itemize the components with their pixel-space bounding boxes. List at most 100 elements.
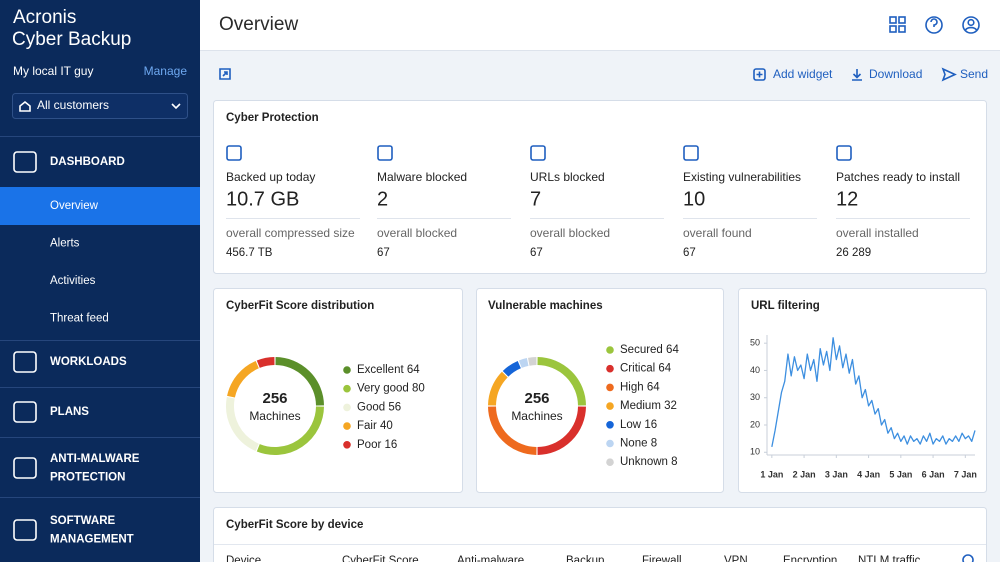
stat-sub-label: overall blocked xyxy=(377,226,457,240)
legend-name: Poor xyxy=(357,439,381,451)
settings-icon[interactable] xyxy=(962,554,974,562)
nav-icon xyxy=(13,457,37,479)
card xyxy=(213,507,987,562)
stat-label: Malware blocked xyxy=(377,170,467,184)
stat-value: 7 xyxy=(530,188,541,210)
stat-sub-value: 67 xyxy=(377,247,390,259)
legend-entry: Medium 32 xyxy=(620,400,677,412)
icon xyxy=(941,67,957,82)
stat-label: URLs blocked xyxy=(530,170,605,184)
table-header: CyberFit Score xyxy=(342,555,419,562)
donut-segment xyxy=(537,406,586,455)
card-title: CyberFit Score by device xyxy=(226,519,363,531)
x-tick-label: 4 Jan xyxy=(857,469,880,479)
stat-icon xyxy=(377,145,393,161)
toolbar-action[interactable]: Send xyxy=(960,67,988,81)
legend-entry: None 8 xyxy=(620,438,657,450)
nav-item[interactable]: Overview xyxy=(50,200,99,212)
icon xyxy=(756,71,763,78)
brand-product: Cyber Backup xyxy=(12,29,131,50)
donut-segment xyxy=(227,360,260,398)
nav-section[interactable]: ANTI-MALWARE xyxy=(50,453,140,465)
legend-entry: Low 16 xyxy=(620,419,657,431)
legend-entry: Critical 64 xyxy=(620,363,672,375)
nav-item[interactable]: Activities xyxy=(50,275,96,287)
donut-segment xyxy=(537,357,586,406)
legend-name: Secured xyxy=(620,344,663,356)
nav-icon xyxy=(13,151,37,173)
manage-link[interactable]: Manage xyxy=(144,64,188,78)
legend-swatch xyxy=(606,458,614,467)
stat-value: 2 xyxy=(377,188,388,210)
nav-section[interactable]: WORKLOADS xyxy=(50,356,127,368)
legend-swatch xyxy=(343,366,351,374)
donut-segment xyxy=(502,360,522,377)
toolbar-action[interactable]: Download xyxy=(869,67,922,81)
y-tick-label: 10 xyxy=(750,447,760,457)
table-header: Backup xyxy=(566,555,604,562)
donut-total: 256 xyxy=(262,390,287,407)
legend-name: High xyxy=(620,381,644,393)
x-tick-label: 6 Jan xyxy=(922,469,945,479)
card-title: CyberFit Score distribution xyxy=(226,300,374,312)
donut-segment xyxy=(275,357,324,406)
nav-section[interactable]: SOFTWARE xyxy=(50,515,115,527)
chevron xyxy=(171,103,181,110)
toolbar-icon[interactable] xyxy=(219,68,231,80)
stat-sub-label: overall found xyxy=(683,226,752,240)
donut-segment xyxy=(528,357,537,366)
legend-swatch xyxy=(343,403,351,412)
header xyxy=(200,0,1000,50)
legend-name: Good xyxy=(357,401,385,413)
legend-name: Critical xyxy=(620,363,655,375)
card xyxy=(213,288,463,493)
donut-total: 256 xyxy=(524,390,549,407)
legend-swatch xyxy=(343,441,351,449)
legend-swatch xyxy=(606,383,614,392)
legend-value: 64 xyxy=(666,344,679,356)
card-title: Cyber Protection xyxy=(226,112,319,124)
legend-entry: Fair 40 xyxy=(357,420,393,432)
nav-section[interactable]: MANAGEMENT xyxy=(50,533,134,545)
card xyxy=(213,100,987,274)
legend-name: Very good xyxy=(357,383,409,395)
legend-value: 64 xyxy=(407,364,420,376)
nav-section[interactable]: DASHBOARD xyxy=(50,156,125,168)
stat-label: Existing vulnerabilities xyxy=(683,170,801,184)
stat-sub-label: overall blocked xyxy=(530,226,610,240)
customer-select-label: All customers xyxy=(37,98,109,112)
nav-section[interactable]: PLANS xyxy=(50,406,89,418)
card-title: URL filtering xyxy=(751,300,820,312)
legend-value: 32 xyxy=(664,400,677,412)
customer-select[interactable] xyxy=(12,93,188,119)
donut-total-label: Machines xyxy=(249,409,300,423)
legend-value: 40 xyxy=(380,420,393,432)
nav-icon xyxy=(13,401,37,423)
legend-entry: Good 56 xyxy=(357,401,401,413)
nav-section[interactable]: PROTECTION xyxy=(50,471,125,483)
nav-item[interactable]: Alerts xyxy=(50,238,80,250)
legend-value: 56 xyxy=(388,401,401,413)
legend-name: Medium xyxy=(620,400,661,412)
legend-value: 64 xyxy=(658,363,671,375)
legend-name: Fair xyxy=(357,420,377,432)
legend-swatch xyxy=(343,422,351,430)
active-nav-item xyxy=(0,187,200,225)
stat-icon xyxy=(836,145,852,161)
icon xyxy=(19,100,31,112)
icon xyxy=(852,69,862,81)
legend-name: Low xyxy=(620,419,642,431)
nav-item[interactable]: Threat feed xyxy=(50,313,109,325)
donut-segment xyxy=(256,357,275,368)
legend-entry: Secured 64 xyxy=(620,344,679,356)
icon xyxy=(753,68,766,81)
y-tick-label: 40 xyxy=(750,365,760,375)
brand: Acronis xyxy=(13,7,76,28)
toolbar-action[interactable]: Add widget xyxy=(773,67,833,81)
page-title: Overview xyxy=(219,14,298,35)
donut-segment xyxy=(226,397,260,452)
stat-icon xyxy=(226,145,242,161)
legend-name: Excellent xyxy=(357,364,404,376)
table-header: NTLM traffic xyxy=(858,555,921,562)
